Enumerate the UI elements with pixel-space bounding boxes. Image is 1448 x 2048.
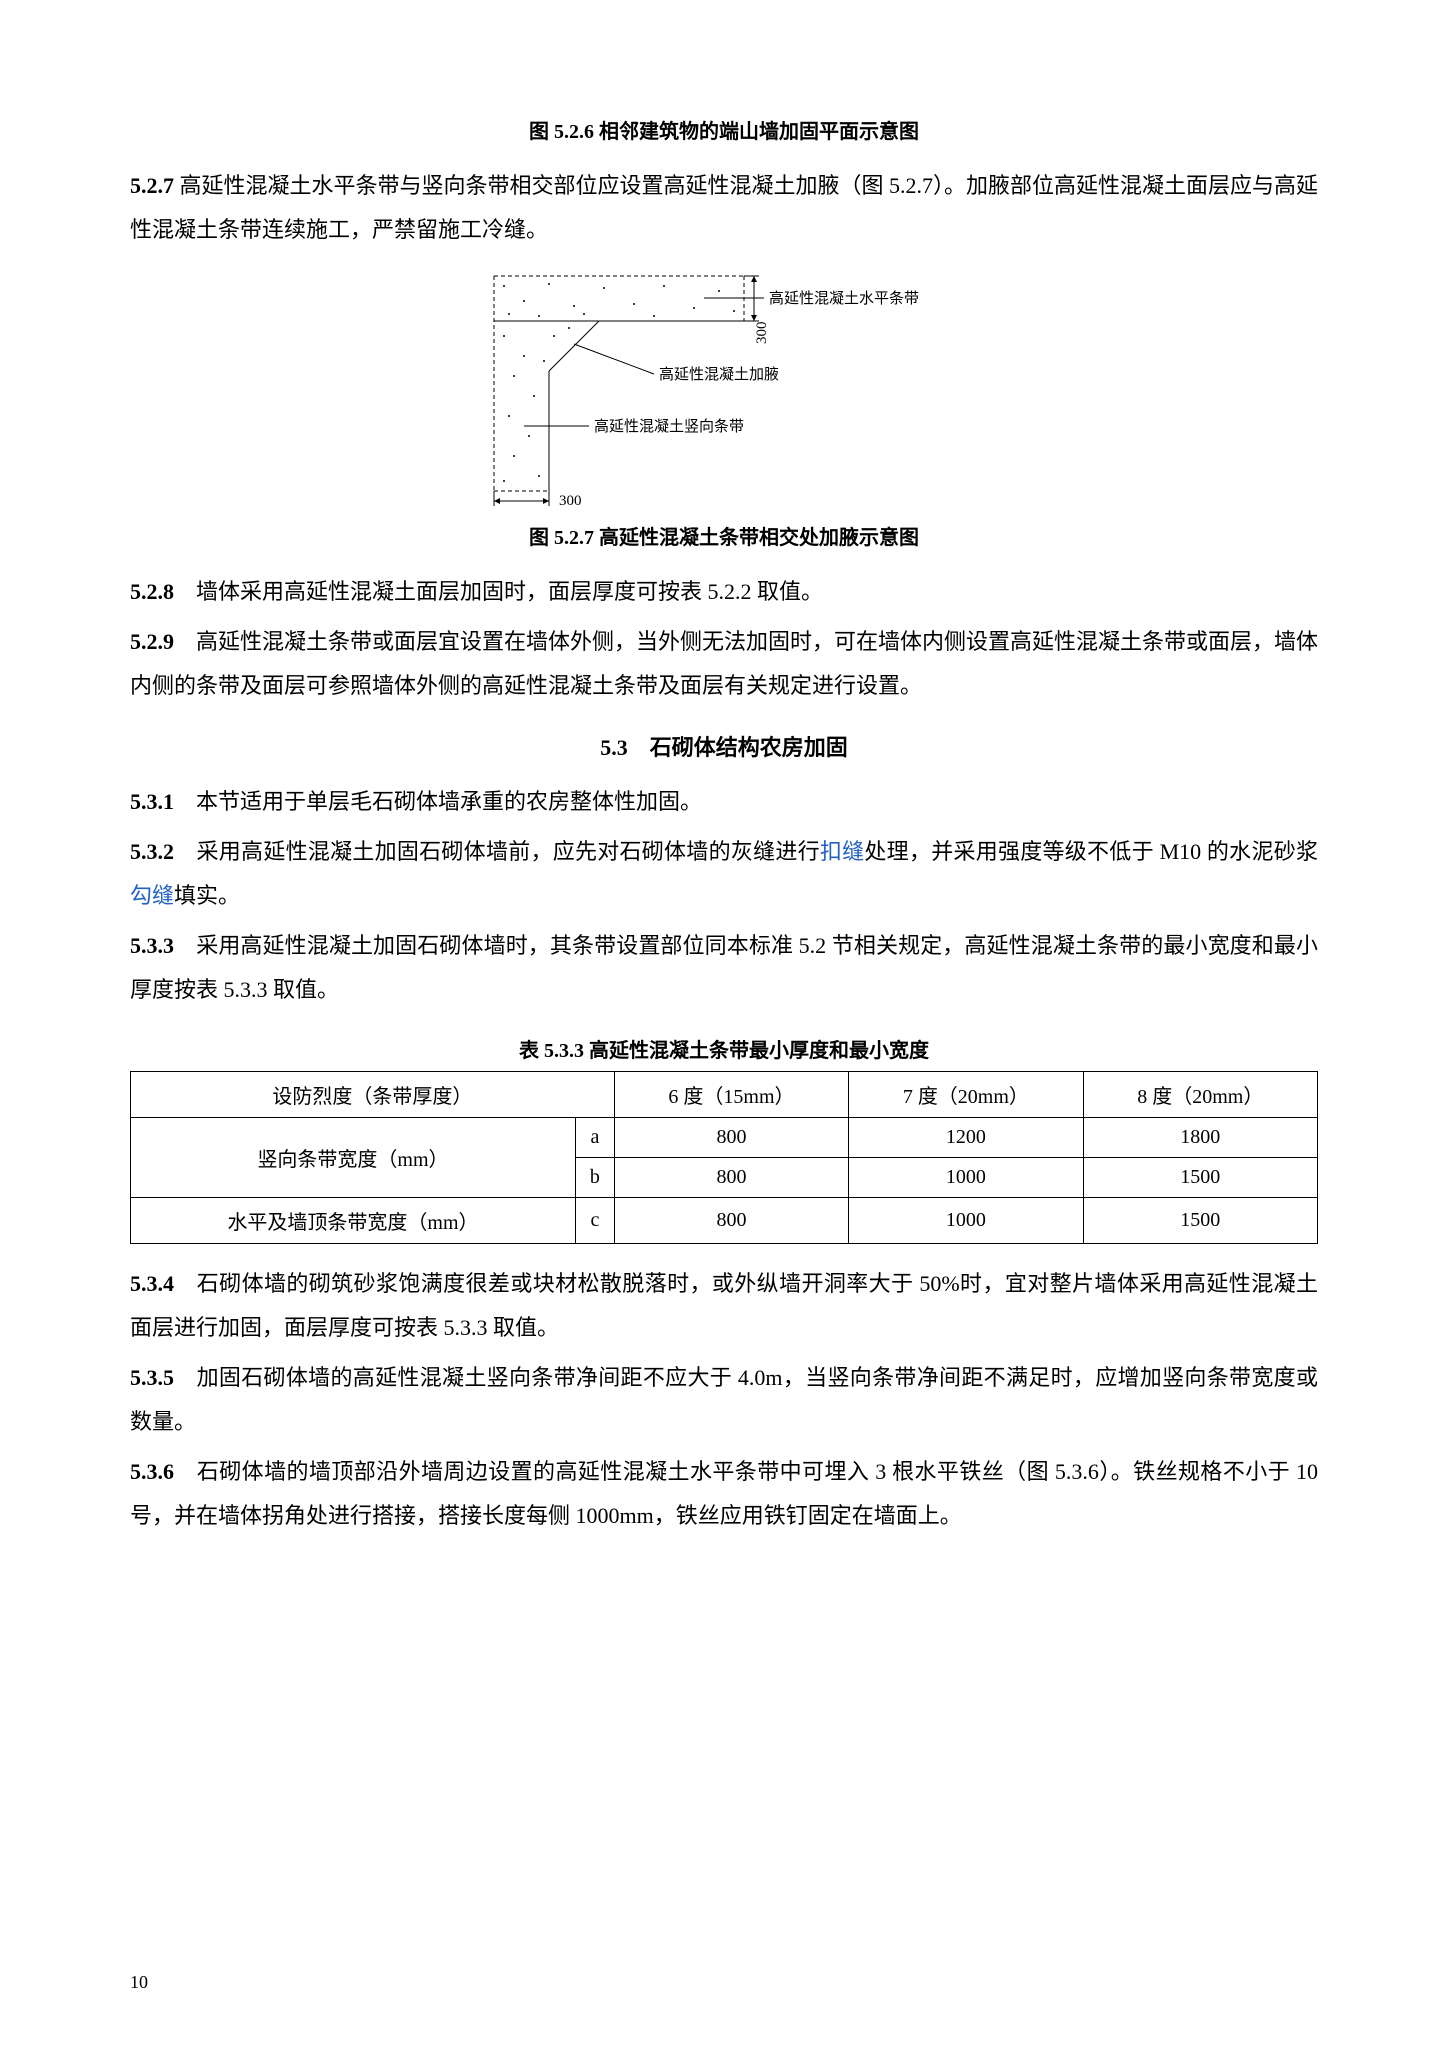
table-row: 竖向条带宽度（mm） a 800 1200 1800 <box>131 1118 1318 1158</box>
td-val: 1000 <box>849 1158 1083 1198</box>
para-num: 5.3.2 <box>130 839 174 864</box>
para-533: 5.3.3 采用高延性混凝土加固石砌体墙时，其条带设置部位同本标准 5.2 节相… <box>130 924 1318 1012</box>
diagram-label-vertical: 高延性混凝土竖向条带 <box>594 418 744 435</box>
td-sub: c <box>576 1198 615 1244</box>
para-text-post: 填实。 <box>174 883 240 908</box>
diagram-label-horizontal: 高延性混凝土水平条带 <box>769 290 919 307</box>
th-7: 7 度（20mm） <box>849 1072 1083 1118</box>
figure-526-caption: 图 5.2.6 相邻建筑物的端山墙加固平面示意图 <box>130 115 1318 144</box>
table-533: 设防烈度（条带厚度） 6 度（15mm） 7 度（20mm） 8 度（20mm）… <box>130 1071 1318 1244</box>
dim-right: 300 <box>754 322 770 345</box>
link-goufeng[interactable]: 勾缝 <box>130 883 174 908</box>
td-label-vertical: 竖向条带宽度（mm） <box>131 1118 576 1198</box>
para-num: 5.3.5 <box>130 1365 174 1390</box>
para-text: 本节适用于单层毛石砌体墙承重的农房整体性加固。 <box>174 789 702 814</box>
para-text-pre: 采用高延性混凝土加固石砌体墙前，应先对石砌体墙的灰缝进行 <box>174 839 820 864</box>
td-val: 800 <box>614 1158 848 1198</box>
para-text: 石砌体墙的墙顶部沿外墙周边设置的高延性混凝土水平条带中可埋入 3 根水平铁丝（图… <box>130 1459 1318 1528</box>
para-num: 5.2.9 <box>130 629 174 654</box>
th-8: 8 度（20mm） <box>1083 1072 1317 1118</box>
td-label-horizontal: 水平及墙顶条带宽度（mm） <box>131 1198 576 1244</box>
para-text: 高延性混凝土条带或面层宜设置在墙体外侧，当外侧无法加固时，可在墙体内侧设置高延性… <box>130 629 1318 698</box>
table-533-caption: 表 5.3.3 高延性混凝土条带最小厚度和最小宽度 <box>130 1034 1318 1063</box>
para-text: 采用高延性混凝土加固石砌体墙时，其条带设置部位同本标准 5.2 节相关规定，高延… <box>130 933 1318 1002</box>
th-6: 6 度（15mm） <box>614 1072 848 1118</box>
td-val: 1200 <box>849 1118 1083 1158</box>
th-intensity: 设防烈度（条带厚度） <box>131 1072 615 1118</box>
para-532: 5.3.2 采用高延性混凝土加固石砌体墙前，应先对石砌体墙的灰缝进行扣缝处理，并… <box>130 830 1318 918</box>
td-sub: b <box>576 1158 615 1198</box>
figure-527-caption: 图 5.2.7 高延性混凝土条带相交处加腋示意图 <box>130 521 1318 550</box>
para-num: 5.3.6 <box>130 1459 174 1484</box>
figure-527-diagram: 高延性混凝土水平条带 高延性混凝土加腋 高延性混凝土竖向条带 300 300 <box>454 266 994 506</box>
para-text: 高延性混凝土水平条带与竖向条带相交部位应设置高延性混凝土加腋（图 5.2.7）。… <box>130 173 1318 242</box>
td-val: 800 <box>614 1198 848 1244</box>
link-koufeng[interactable]: 扣缝 <box>820 839 865 864</box>
td-val: 1000 <box>849 1198 1083 1244</box>
para-num: 5.3.4 <box>130 1271 174 1296</box>
td-sub: a <box>576 1118 615 1158</box>
para-536: 5.3.6 石砌体墙的墙顶部沿外墙周边设置的高延性混凝土水平条带中可埋入 3 根… <box>130 1450 1318 1538</box>
para-531: 5.3.1 本节适用于单层毛石砌体墙承重的农房整体性加固。 <box>130 780 1318 824</box>
para-text: 墙体采用高延性混凝土面层加固时，面层厚度可按表 5.2.2 取值。 <box>174 579 823 604</box>
para-534: 5.3.4 石砌体墙的砌筑砂浆饱满度很差或块材松散脱落时，或外纵墙开洞率大于 5… <box>130 1262 1318 1350</box>
section-53-title: 5.3 石砌体结构农房加固 <box>130 730 1318 762</box>
table-row: 水平及墙顶条带宽度（mm） c 800 1000 1500 <box>131 1198 1318 1244</box>
td-val: 1500 <box>1083 1198 1317 1244</box>
para-529: 5.2.9 高延性混凝土条带或面层宜设置在墙体外侧，当外侧无法加固时，可在墙体内… <box>130 620 1318 708</box>
td-val: 800 <box>614 1118 848 1158</box>
td-val: 1800 <box>1083 1118 1317 1158</box>
para-535: 5.3.5 加固石砌体墙的高延性混凝土竖向条带净间距不应大于 4.0m，当竖向条… <box>130 1356 1318 1444</box>
para-num: 5.3.1 <box>130 789 174 814</box>
td-val: 1500 <box>1083 1158 1317 1198</box>
para-num: 5.2.7 <box>130 173 174 198</box>
para-text: 石砌体墙的砌筑砂浆饱满度很差或块材松散脱落时，或外纵墙开洞率大于 50%时，宜对… <box>130 1271 1318 1340</box>
para-text-mid: 处理，并采用强度等级不低于 M10 的水泥砂浆 <box>864 839 1318 864</box>
para-527: 5.2.7 高延性混凝土水平条带与竖向条带相交部位应设置高延性混凝土加腋（图 5… <box>130 164 1318 252</box>
diagram-label-haunch: 高延性混凝土加腋 <box>659 366 779 383</box>
para-text: 加固石砌体墙的高延性混凝土竖向条带净间距不应大于 4.0m，当竖向条带净间距不满… <box>130 1365 1318 1434</box>
page-number: 10 <box>130 1972 148 1993</box>
para-num: 5.3.3 <box>130 933 174 958</box>
para-528: 5.2.8 墙体采用高延性混凝土面层加固时，面层厚度可按表 5.2.2 取值。 <box>130 570 1318 614</box>
para-num: 5.2.8 <box>130 579 174 604</box>
dim-bottom: 300 <box>559 493 582 506</box>
table-header-row: 设防烈度（条带厚度） 6 度（15mm） 7 度（20mm） 8 度（20mm） <box>131 1072 1318 1118</box>
